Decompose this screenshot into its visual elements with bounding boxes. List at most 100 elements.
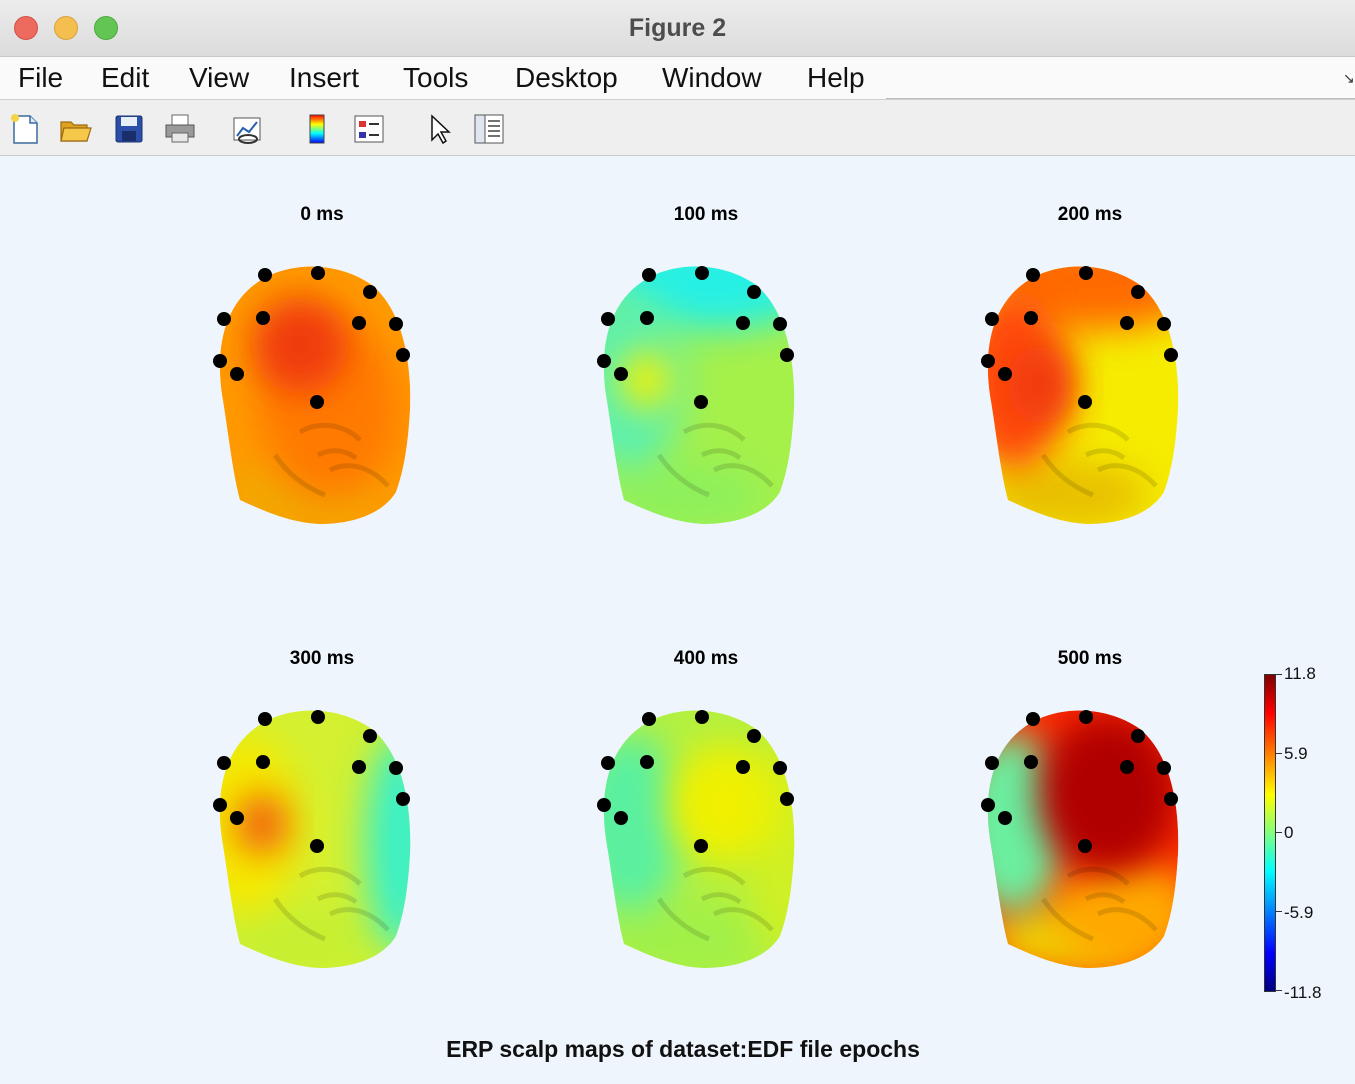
toolbar: [0, 100, 1355, 156]
electrode-marker: [1120, 316, 1134, 330]
electrode-marker: [311, 266, 325, 280]
property-inspector-icon[interactable]: [472, 112, 506, 146]
electrode-marker: [1024, 311, 1038, 325]
scalp-map-head: [213, 266, 411, 524]
electrode-marker: [747, 729, 761, 743]
electrode-marker: [311, 710, 325, 724]
plot-title: 100 ms: [673, 204, 739, 225]
colorbar: [1264, 674, 1276, 992]
electrode-marker: [1164, 348, 1178, 362]
electrode-marker: [601, 756, 615, 770]
print-icon[interactable]: [163, 112, 197, 146]
electrode-marker: [389, 317, 403, 331]
electrode-marker: [389, 761, 403, 775]
menu-edit[interactable]: Edit: [101, 62, 150, 93]
electrode-marker: [1157, 761, 1171, 775]
electrode-marker: [213, 798, 227, 812]
scalp-map-head: [597, 266, 795, 524]
electrode-marker: [396, 348, 410, 362]
electrode-marker: [642, 712, 656, 726]
electrode-marker: [642, 268, 656, 282]
menu-file[interactable]: File: [18, 62, 64, 93]
colorbar-tick: [1276, 911, 1282, 912]
link-plot-icon[interactable]: [231, 112, 265, 146]
scalp-map-head: [981, 266, 1179, 524]
minimize-button[interactable]: [54, 16, 78, 40]
plot-title: 500 ms: [1057, 648, 1123, 669]
electrode-marker: [736, 760, 750, 774]
electrode-marker: [310, 839, 324, 853]
undock-icon[interactable]: ↘: [1343, 70, 1355, 86]
electrode-marker: [258, 712, 272, 726]
electrode-marker: [695, 710, 709, 724]
new-figure-icon[interactable]: [8, 112, 42, 146]
electrode-marker: [1026, 712, 1040, 726]
electrode-marker: [230, 367, 244, 381]
electrode-marker: [1157, 317, 1171, 331]
scalp-map-head: [213, 710, 411, 968]
colorbar-zero-label: 0: [1284, 823, 1294, 842]
electrode-marker: [1078, 395, 1092, 409]
electrode-marker: [1026, 268, 1040, 282]
electrode-marker: [1078, 839, 1092, 853]
title-bar: Figure 2: [0, 0, 1355, 57]
electrode-marker: [780, 348, 794, 362]
menu-view[interactable]: View: [189, 62, 250, 93]
electrode-marker: [695, 266, 709, 280]
colorbar-tick: [1276, 832, 1282, 833]
colorbar-tick-label: -5.9: [1284, 903, 1314, 922]
colorbar-min-label: -11.8: [1284, 983, 1322, 1002]
scalp-map-head: [597, 710, 795, 968]
electrode-marker: [217, 312, 231, 326]
electrode-marker: [256, 755, 270, 769]
electrode-marker: [1164, 792, 1178, 806]
colorbar-tick-label: 5.9: [1284, 744, 1308, 763]
save-icon[interactable]: [112, 112, 146, 146]
electrode-marker: [597, 798, 611, 812]
colorbar-icon[interactable]: [301, 112, 335, 146]
electrode-marker: [747, 285, 761, 299]
electrode-marker: [736, 316, 750, 330]
menu-bar: File Edit View Insert Tools Desktop Wind…: [0, 57, 1355, 100]
menu-divider: [886, 98, 1355, 99]
maximize-button[interactable]: [94, 16, 118, 40]
electrode-marker: [258, 268, 272, 282]
electrode-marker: [981, 798, 995, 812]
electrode-marker: [1131, 729, 1145, 743]
electrode-marker: [217, 756, 231, 770]
plot-title: 200 ms: [1057, 204, 1123, 225]
menu-help[interactable]: Help: [807, 62, 865, 93]
electrode-marker: [998, 811, 1012, 825]
electrode-marker: [363, 729, 377, 743]
electrode-marker: [1131, 285, 1145, 299]
electrode-marker: [614, 811, 628, 825]
menu-tools[interactable]: Tools: [403, 62, 469, 93]
figure-suptitle: ERP scalp maps of dataset:EDF file epoch…: [446, 1036, 920, 1062]
electrode-marker: [981, 354, 995, 368]
electrode-marker: [352, 760, 366, 774]
menu-desktop[interactable]: Desktop: [515, 62, 618, 93]
plot-title: 400 ms: [673, 648, 739, 669]
colorbar-max-label: 11.8: [1284, 664, 1316, 683]
window-title: Figure 2: [628, 14, 727, 42]
legend-icon[interactable]: [352, 112, 386, 146]
menu-insert[interactable]: Insert: [289, 62, 360, 93]
electrode-marker: [985, 312, 999, 326]
electrode-marker: [601, 312, 615, 326]
electrode-marker: [773, 761, 787, 775]
scalp-map-head: [981, 710, 1179, 968]
electrode-marker: [998, 367, 1012, 381]
menu-window[interactable]: Window: [662, 62, 762, 93]
electrode-marker: [1079, 266, 1093, 280]
electrode-marker: [640, 755, 654, 769]
electrode-marker: [213, 354, 227, 368]
close-button[interactable]: [14, 16, 38, 40]
electrode-marker: [1079, 710, 1093, 724]
electrode-marker: [773, 317, 787, 331]
open-file-icon[interactable]: [59, 112, 93, 146]
pointer-icon[interactable]: [424, 112, 458, 146]
plot-title: 300 ms: [289, 648, 355, 669]
electrode-marker: [694, 839, 708, 853]
electrode-marker: [780, 792, 794, 806]
electrode-marker: [230, 811, 244, 825]
